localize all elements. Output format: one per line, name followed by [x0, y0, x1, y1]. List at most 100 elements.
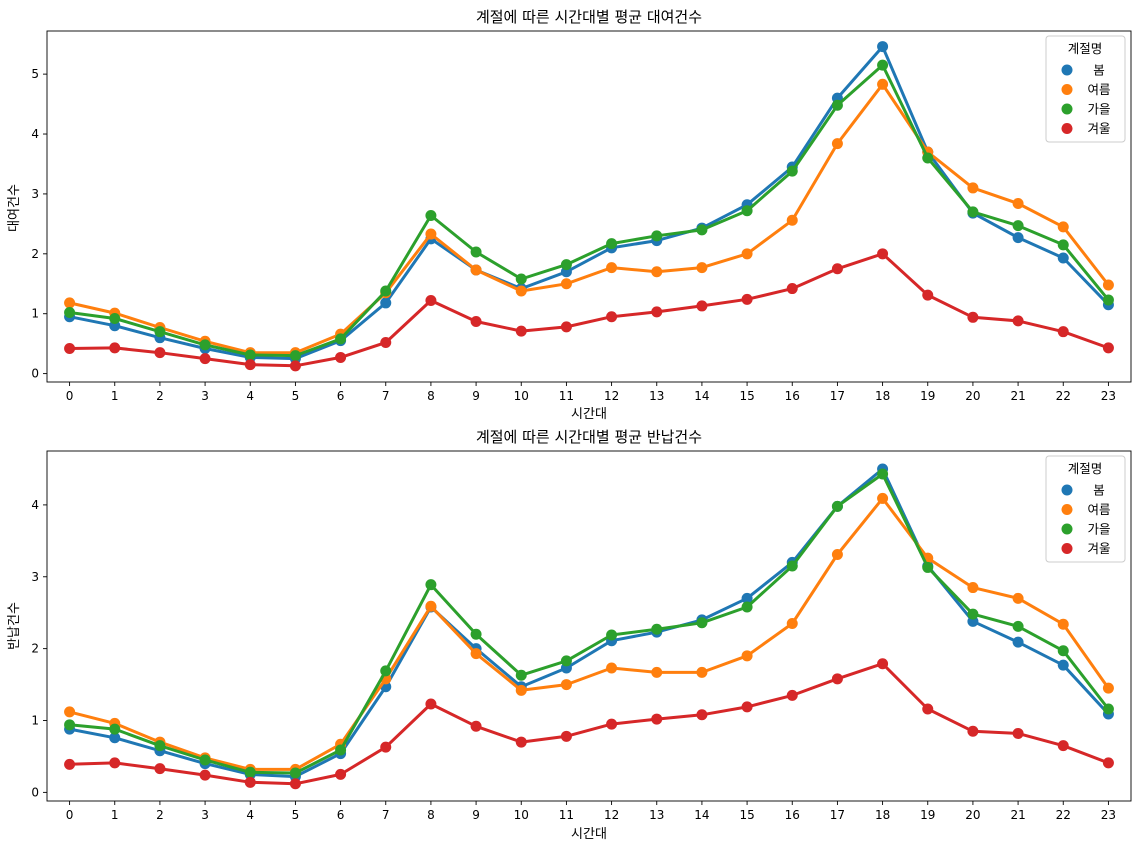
x-tick-label: 3 [201, 808, 209, 822]
data-point [1102, 342, 1114, 354]
legend-frame [1045, 35, 1126, 143]
data-point [922, 703, 934, 715]
data-point [651, 713, 663, 725]
x-tick-label: 18 [875, 389, 890, 403]
data-point [289, 767, 301, 779]
data-point [741, 592, 753, 604]
x-tick-label: 1 [111, 808, 119, 822]
data-point [1012, 220, 1024, 232]
data-point [560, 321, 572, 333]
y-tick-label: 3 [31, 187, 39, 201]
data-point [380, 285, 392, 297]
x-tick-label: 22 [1056, 389, 1071, 403]
legend-title: 계절명 [1068, 461, 1103, 476]
data-point [560, 655, 572, 667]
legend-marker [1061, 523, 1073, 535]
x-axis-label: 시간대 [571, 407, 607, 422]
data-point [922, 561, 934, 573]
series-group [64, 41, 1114, 372]
data-point [560, 278, 572, 290]
legend-label: 가을 [1087, 522, 1110, 537]
y-axis-label: 대여건수 [7, 184, 22, 232]
data-point [741, 205, 753, 217]
x-tick-label: 14 [694, 808, 709, 822]
data-point [696, 300, 708, 312]
data-point [154, 326, 166, 338]
legend-marker [1061, 484, 1073, 496]
data-point [289, 360, 301, 372]
data-point [289, 350, 301, 362]
data-point [335, 744, 347, 756]
series-겨울 [64, 658, 1114, 790]
y-tick-label: 1 [31, 307, 39, 321]
chart-title: 계절에 따른 시간대별 평균 반납건수 [476, 428, 702, 446]
x-tick-label: 5 [292, 808, 300, 822]
data-point [425, 295, 437, 307]
data-point [425, 600, 437, 612]
x-tick-label: 15 [739, 808, 754, 822]
data-point [109, 313, 121, 325]
data-point [1102, 279, 1114, 291]
data-point [1057, 252, 1069, 264]
x-tick-label: 2 [156, 808, 164, 822]
x-tick-label: 16 [785, 808, 800, 822]
data-point [696, 666, 708, 678]
x-tick-label: 19 [920, 808, 935, 822]
data-point [606, 718, 618, 730]
data-point [1102, 682, 1114, 694]
data-point [560, 730, 572, 742]
y-tick-label: 4 [31, 498, 39, 512]
series-가을 [64, 468, 1114, 779]
data-point [64, 297, 76, 309]
legend-marker [1061, 64, 1073, 76]
data-point [696, 262, 708, 274]
plot-frame [46, 30, 1132, 383]
x-tick-label: 7 [382, 389, 390, 403]
x-tick-label: 21 [1010, 389, 1025, 403]
series-겨울 [64, 248, 1114, 372]
data-point [786, 214, 798, 226]
data-point [831, 99, 843, 111]
data-point [1057, 618, 1069, 630]
data-point [606, 262, 618, 274]
x-tick-label: 23 [1101, 808, 1116, 822]
x-tick-label: 22 [1056, 808, 1071, 822]
data-point [515, 325, 527, 337]
data-point [967, 311, 979, 323]
data-point [154, 740, 166, 752]
x-tick-label: 9 [472, 389, 480, 403]
data-point [741, 650, 753, 662]
series-group [64, 463, 1114, 790]
legend-title: 계절명 [1068, 41, 1103, 56]
data-point [154, 763, 166, 775]
data-point [335, 768, 347, 780]
series-여름 [64, 492, 1114, 775]
data-point [64, 758, 76, 770]
x-tick-label: 8 [427, 808, 435, 822]
x-tick-label: 10 [514, 808, 529, 822]
x-tick-label: 23 [1101, 389, 1116, 403]
x-tick-label: 12 [604, 389, 619, 403]
data-point [1012, 232, 1024, 244]
x-tick-label: 18 [875, 808, 890, 822]
data-point [380, 297, 392, 309]
data-point [380, 336, 392, 348]
data-point [606, 662, 618, 674]
series-line [68, 45, 1110, 361]
legend-label: 봄 [1093, 63, 1105, 78]
legend-label: 겨울 [1087, 541, 1110, 556]
series-line [68, 82, 1110, 355]
data-point [967, 725, 979, 737]
y-axis-label: 반납건수 [7, 602, 22, 650]
data-point [651, 623, 663, 635]
data-point [64, 706, 76, 718]
data-point [651, 266, 663, 278]
x-tick-label: 20 [965, 389, 980, 403]
x-tick-label: 5 [292, 389, 300, 403]
x-axis-label: 시간대 [571, 827, 607, 842]
data-point [967, 582, 979, 594]
